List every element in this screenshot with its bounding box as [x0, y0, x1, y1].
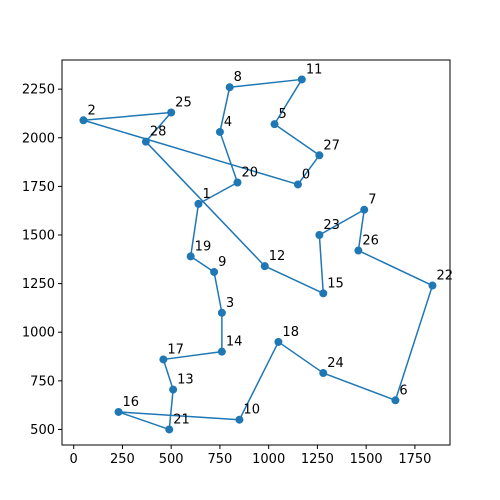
- point-marker-3: [217, 308, 226, 317]
- point-label-21: 21: [173, 412, 190, 427]
- point-label-16: 16: [123, 395, 140, 410]
- point-marker-2: [79, 116, 88, 125]
- point-label-28: 28: [150, 125, 167, 140]
- x-tick-label-1500: 1500: [350, 452, 383, 467]
- point-label-9: 9: [218, 255, 226, 270]
- point-label-18: 18: [282, 325, 299, 340]
- point-label-24: 24: [327, 356, 344, 371]
- point-label-26: 26: [362, 234, 379, 249]
- point-label-25: 25: [175, 96, 192, 111]
- x-tick-label-1750: 1750: [398, 452, 431, 467]
- point-label-11: 11: [306, 62, 323, 77]
- x-tick-label-0: 0: [70, 452, 78, 467]
- point-label-13: 13: [177, 373, 194, 388]
- x-tick-label-250: 250: [110, 452, 135, 467]
- point-label-2: 2: [87, 103, 95, 118]
- y-tick-label-500: 500: [30, 423, 55, 438]
- point-label-23: 23: [323, 218, 340, 233]
- point-label-7: 7: [368, 193, 376, 208]
- point-label-17: 17: [167, 342, 184, 357]
- axes-layer: 0 250 500 750 1000 1250 1500 175050075010001250…: [22, 59, 451, 467]
- point-marker-23: [315, 231, 324, 239]
- points-layer: [79, 75, 437, 434]
- point-label-3: 3: [226, 296, 234, 311]
- point-label-22: 22: [436, 269, 453, 284]
- point-marker-28: [141, 137, 150, 146]
- point-label-1: 1: [202, 187, 210, 202]
- point-label-5: 5: [279, 107, 287, 122]
- point-label-19: 19: [195, 239, 212, 254]
- point-marker-10: [235, 415, 244, 424]
- point-label-0: 0: [302, 167, 310, 182]
- point-marker-22: [428, 281, 437, 290]
- series-layer: [82, 78, 434, 431]
- point-marker-5: [270, 120, 279, 129]
- point-marker-14: [217, 347, 226, 356]
- point-marker-1: [194, 199, 203, 208]
- point-marker-0: [293, 180, 302, 189]
- point-marker-4: [215, 127, 224, 136]
- x-tick-label-1000: 1000: [252, 452, 285, 467]
- x-tick-label-1250: 1250: [301, 452, 334, 467]
- point-marker-8: [225, 83, 234, 92]
- x-tick-label-500: 500: [159, 452, 184, 467]
- y-tick-label-2250: 2250: [22, 83, 55, 98]
- plot-frame: [61, 59, 451, 446]
- point-marker-25: [167, 108, 176, 117]
- route-line: [82, 78, 434, 431]
- point-marker-21: [165, 425, 174, 434]
- point-marker-11: [297, 75, 306, 84]
- point-label-12: 12: [269, 249, 286, 264]
- point-marker-9: [210, 267, 219, 276]
- y-tick-label-1250: 1250: [22, 277, 55, 292]
- point-marker-7: [360, 205, 369, 214]
- y-tick-label-1500: 1500: [22, 229, 55, 244]
- point-label-15: 15: [327, 276, 344, 291]
- point-marker-27: [315, 151, 324, 160]
- point-marker-15: [319, 289, 328, 298]
- point-label-6: 6: [399, 383, 407, 398]
- point-marker-13: [169, 385, 178, 394]
- point-marker-19: [186, 252, 195, 261]
- point-marker-18: [274, 337, 283, 346]
- point-label-8: 8: [234, 70, 242, 85]
- point-marker-17: [159, 355, 168, 364]
- point-label-27: 27: [323, 138, 340, 153]
- point-marker-12: [260, 262, 269, 271]
- point-marker-6: [391, 396, 400, 405]
- point-label-4: 4: [224, 115, 232, 130]
- point-marker-16: [114, 407, 123, 416]
- point-marker-20: [233, 178, 242, 187]
- point-labels-layer: 0123456789101112131415161719202122232425…: [87, 62, 453, 427]
- point-marker-24: [319, 369, 328, 378]
- y-tick-label-2000: 2000: [22, 131, 55, 146]
- x-tick-label-750: 750: [208, 452, 233, 467]
- point-label-10: 10: [243, 403, 260, 418]
- y-tick-label-750: 750: [30, 374, 55, 389]
- y-tick-label-1750: 1750: [22, 180, 55, 195]
- point-label-20: 20: [241, 166, 258, 181]
- point-label-14: 14: [226, 335, 243, 350]
- point-marker-26: [354, 246, 363, 255]
- y-tick-label-1000: 1000: [22, 326, 55, 341]
